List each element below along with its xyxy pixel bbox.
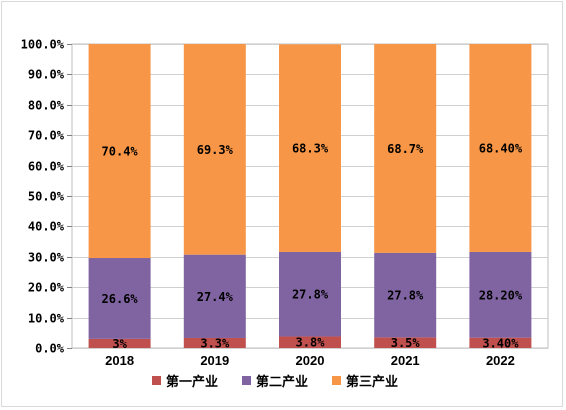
bar-segment	[279, 336, 341, 348]
x-tick-label: 2022	[486, 353, 515, 368]
data-label: 3%	[112, 337, 127, 351]
data-label: 3.8%	[296, 336, 326, 350]
y-tick-label: 70.0%	[28, 129, 65, 143]
data-label: 3.5%	[391, 336, 421, 350]
bar-segment	[469, 44, 532, 252]
data-label: 68.40%	[479, 141, 523, 155]
legend-swatch	[152, 376, 161, 385]
data-label: 27.4%	[197, 290, 234, 304]
bar-segment	[279, 251, 341, 337]
data-label: 27.8%	[387, 289, 424, 303]
bar-segment	[469, 337, 532, 348]
legend-label: 第二产业	[256, 374, 308, 390]
bar-segment	[374, 252, 437, 338]
data-label: 70.4%	[102, 145, 139, 159]
y-tick-label: 90.0%	[28, 68, 65, 82]
legend-swatch	[242, 376, 251, 385]
legend-swatch	[332, 376, 341, 385]
bar-segment	[88, 44, 151, 259]
data-label: 68.7%	[387, 142, 424, 156]
bar-segment	[183, 254, 246, 338]
bar-segment	[469, 251, 532, 338]
y-tick-label: 40.0%	[28, 220, 65, 234]
bar-segment	[374, 44, 437, 253]
y-tick-label: 80.0%	[28, 99, 65, 113]
data-label: 69.3%	[197, 143, 234, 157]
x-tick-label: 2018	[105, 353, 134, 368]
y-tick-label: 30.0%	[28, 251, 65, 265]
y-tick-label: 100.0%	[21, 38, 65, 52]
legend-label: 第一产业	[166, 374, 218, 390]
data-label: 27.8%	[292, 288, 329, 302]
legend-label: 第三产业	[346, 374, 398, 390]
y-tick-label: 50.0%	[28, 190, 65, 204]
bar-segment	[374, 337, 437, 348]
data-label: 3.40%	[482, 336, 519, 350]
bar-segment	[183, 337, 246, 348]
x-tick-label: 2021	[391, 353, 420, 368]
y-tick-label: 60.0%	[28, 160, 65, 174]
bar-segment	[183, 44, 246, 255]
data-label: 28.20%	[479, 288, 523, 302]
data-label: 68.3%	[292, 142, 329, 156]
bar-segment	[88, 258, 151, 339]
y-tick-label: 10.0%	[28, 312, 65, 326]
x-tick-label: 2020	[296, 353, 325, 368]
y-tick-label: 0.0%	[35, 342, 65, 356]
y-tick-label: 20.0%	[28, 281, 65, 295]
data-label: 3.3%	[200, 336, 230, 350]
bar-segment	[279, 44, 341, 252]
x-tick-label: 2019	[200, 353, 229, 368]
data-label: 26.6%	[102, 292, 139, 306]
bar-segment	[88, 338, 151, 348]
